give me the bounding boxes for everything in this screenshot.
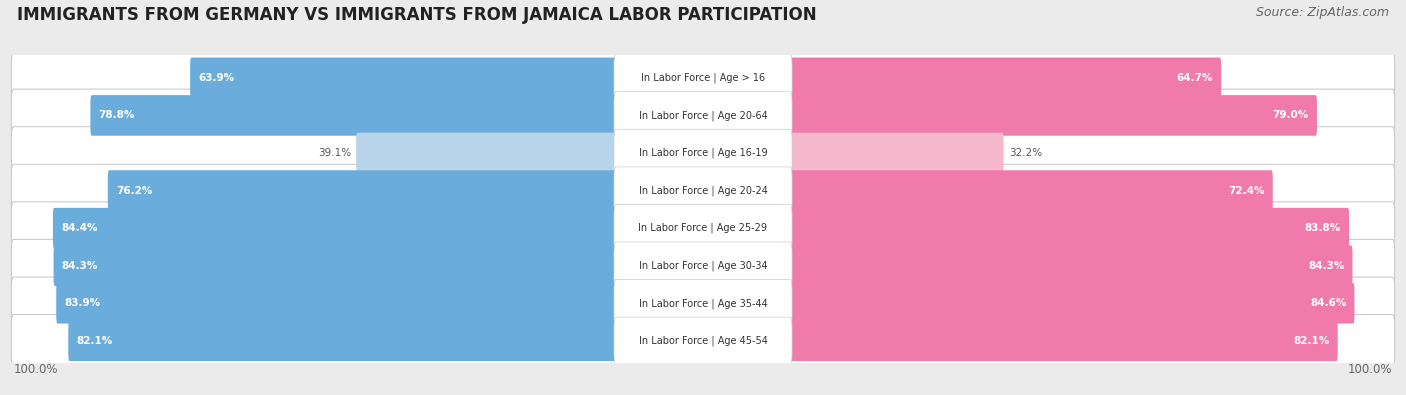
FancyBboxPatch shape — [11, 51, 1395, 104]
Text: 64.7%: 64.7% — [1177, 73, 1213, 83]
FancyBboxPatch shape — [69, 321, 620, 361]
FancyBboxPatch shape — [614, 317, 792, 365]
FancyBboxPatch shape — [614, 242, 792, 290]
Text: 83.8%: 83.8% — [1305, 223, 1341, 233]
FancyBboxPatch shape — [786, 58, 1222, 98]
Text: In Labor Force | Age 45-54: In Labor Force | Age 45-54 — [638, 336, 768, 346]
FancyBboxPatch shape — [786, 170, 1272, 211]
Text: 78.8%: 78.8% — [98, 111, 135, 120]
Text: In Labor Force | Age 25-29: In Labor Force | Age 25-29 — [638, 223, 768, 233]
Text: 82.1%: 82.1% — [76, 336, 112, 346]
Text: 84.3%: 84.3% — [1308, 261, 1344, 271]
FancyBboxPatch shape — [614, 92, 792, 139]
FancyBboxPatch shape — [11, 314, 1395, 367]
Text: In Labor Force | Age 20-64: In Labor Force | Age 20-64 — [638, 110, 768, 120]
FancyBboxPatch shape — [614, 205, 792, 252]
Text: 63.9%: 63.9% — [198, 73, 235, 83]
Text: IMMIGRANTS FROM GERMANY VS IMMIGRANTS FROM JAMAICA LABOR PARTICIPATION: IMMIGRANTS FROM GERMANY VS IMMIGRANTS FR… — [17, 6, 817, 24]
Text: 84.6%: 84.6% — [1310, 298, 1347, 308]
Text: 100.0%: 100.0% — [14, 363, 58, 376]
Text: 83.9%: 83.9% — [65, 298, 100, 308]
Text: 39.1%: 39.1% — [318, 148, 352, 158]
FancyBboxPatch shape — [56, 283, 620, 324]
FancyBboxPatch shape — [108, 170, 620, 211]
Text: 76.2%: 76.2% — [115, 186, 152, 196]
FancyBboxPatch shape — [614, 129, 792, 177]
FancyBboxPatch shape — [614, 280, 792, 327]
Text: 84.3%: 84.3% — [62, 261, 98, 271]
FancyBboxPatch shape — [786, 208, 1350, 248]
Text: 82.1%: 82.1% — [1294, 336, 1330, 346]
FancyBboxPatch shape — [786, 245, 1353, 286]
FancyBboxPatch shape — [614, 54, 792, 102]
Text: Source: ZipAtlas.com: Source: ZipAtlas.com — [1256, 6, 1389, 19]
Text: In Labor Force | Age 30-34: In Labor Force | Age 30-34 — [638, 260, 768, 271]
Text: In Labor Force | Age 16-19: In Labor Force | Age 16-19 — [638, 148, 768, 158]
FancyBboxPatch shape — [11, 202, 1395, 254]
FancyBboxPatch shape — [11, 277, 1395, 329]
FancyBboxPatch shape — [11, 89, 1395, 142]
FancyBboxPatch shape — [356, 133, 620, 173]
Text: 100.0%: 100.0% — [1348, 363, 1392, 376]
FancyBboxPatch shape — [190, 58, 620, 98]
FancyBboxPatch shape — [11, 239, 1395, 292]
FancyBboxPatch shape — [786, 283, 1354, 324]
Text: 84.4%: 84.4% — [60, 223, 97, 233]
FancyBboxPatch shape — [53, 208, 620, 248]
FancyBboxPatch shape — [786, 95, 1317, 136]
FancyBboxPatch shape — [786, 133, 1004, 173]
FancyBboxPatch shape — [786, 321, 1337, 361]
FancyBboxPatch shape — [53, 245, 620, 286]
FancyBboxPatch shape — [614, 167, 792, 214]
FancyBboxPatch shape — [90, 95, 620, 136]
Text: 72.4%: 72.4% — [1229, 186, 1265, 196]
Text: In Labor Force | Age > 16: In Labor Force | Age > 16 — [641, 73, 765, 83]
Text: 79.0%: 79.0% — [1272, 111, 1309, 120]
Text: In Labor Force | Age 20-24: In Labor Force | Age 20-24 — [638, 185, 768, 196]
FancyBboxPatch shape — [11, 127, 1395, 179]
Text: In Labor Force | Age 35-44: In Labor Force | Age 35-44 — [638, 298, 768, 308]
FancyBboxPatch shape — [11, 164, 1395, 217]
Text: 32.2%: 32.2% — [1010, 148, 1042, 158]
